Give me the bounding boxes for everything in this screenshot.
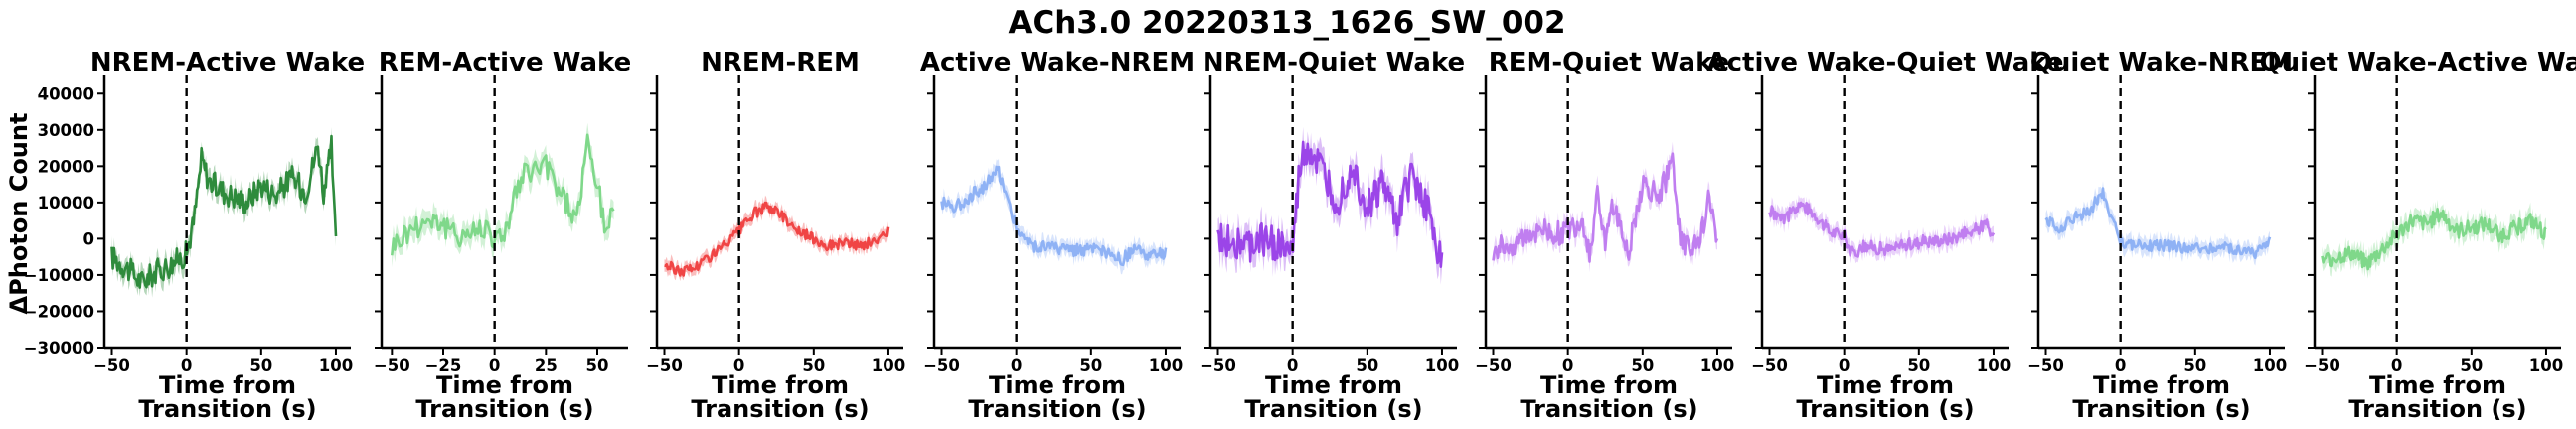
panel-title: Active Wake-NREM bbox=[920, 48, 1195, 77]
x-tick-label: 0 bbox=[1011, 357, 1022, 375]
x-tick-label: 100 bbox=[872, 357, 905, 375]
x-tick-label: 0 bbox=[2391, 357, 2402, 375]
x-tick-label: 0 bbox=[489, 357, 500, 375]
x-axis-label: Time from bbox=[2369, 371, 2506, 399]
x-axis-label: Transition (s) bbox=[1244, 395, 1422, 423]
x-tick-label: −50 bbox=[923, 357, 960, 375]
x-axis-label: Transition (s) bbox=[415, 395, 593, 423]
x-tick-label: 100 bbox=[2253, 357, 2287, 375]
x-tick-label: 25 bbox=[535, 357, 558, 375]
y-tick-label: 40000 bbox=[38, 84, 94, 103]
x-tick-label: 100 bbox=[319, 357, 353, 375]
panel-title: REM-Quiet Wake bbox=[1489, 48, 1730, 77]
error-band bbox=[111, 127, 336, 298]
mean-trace bbox=[110, 134, 338, 289]
mean-trace bbox=[664, 201, 890, 277]
y-tick-label: 20000 bbox=[38, 157, 94, 176]
x-tick-label: 50 bbox=[1907, 357, 1930, 375]
y-tick-label: 10000 bbox=[38, 194, 94, 213]
mean-trace bbox=[1216, 140, 1444, 269]
x-tick-label: 0 bbox=[1839, 357, 1850, 375]
x-tick-label: 0 bbox=[1287, 357, 1298, 375]
panel: Quiet Wake-Active Wake −50 0 50 100 Time from… bbox=[2260, 48, 2576, 423]
x-axis-label: Time from bbox=[1540, 371, 1678, 399]
y-tick-label: −10000 bbox=[24, 266, 94, 285]
x-axis-label: Transition (s) bbox=[691, 395, 869, 423]
panel-title: NREM-Active Wake bbox=[90, 48, 365, 77]
x-axis-label: Time from bbox=[2093, 371, 2230, 399]
panel: Quiet Wake-NREM −50 0 50 100 Time fromTransit… bbox=[2027, 48, 2293, 423]
x-tick-label: 50 bbox=[586, 357, 609, 375]
x-tick-label: 100 bbox=[1977, 357, 2011, 375]
x-tick-label: 0 bbox=[181, 357, 192, 375]
panel-title: NREM-Quiet Wake bbox=[1203, 48, 1465, 77]
x-tick-label: 100 bbox=[1700, 357, 1734, 375]
x-tick-label: −50 bbox=[646, 357, 683, 375]
x-tick-label: 0 bbox=[733, 357, 744, 375]
x-axis-label: Transition (s) bbox=[2072, 395, 2250, 423]
panel: REM-Active Wake −50 −25 0 25 50 Time fromTrans… bbox=[374, 48, 631, 423]
error-band bbox=[664, 195, 888, 282]
panel: NREM-Active Wake −30000 −20000 −10000 0 10000… bbox=[24, 48, 365, 423]
x-tick-label: 0 bbox=[2115, 357, 2126, 375]
x-tick-label: 50 bbox=[2460, 357, 2483, 375]
x-tick-label: −50 bbox=[2304, 357, 2340, 375]
x-tick-label: 50 bbox=[2183, 357, 2206, 375]
x-tick-label: −50 bbox=[1751, 357, 1788, 375]
x-tick-label: 50 bbox=[1631, 357, 1654, 375]
mean-trace bbox=[391, 133, 615, 256]
x-tick-label: 100 bbox=[1425, 357, 1459, 375]
error-band bbox=[2045, 181, 2270, 266]
y-tick-label: 30000 bbox=[38, 121, 94, 140]
x-axis-label: Time from bbox=[989, 371, 1126, 399]
x-tick-label: 100 bbox=[1149, 357, 1183, 375]
y-tick-label: −30000 bbox=[24, 339, 94, 358]
x-tick-label: −50 bbox=[1200, 357, 1236, 375]
panel-title: Active Wake-Quiet Wake bbox=[1707, 48, 2064, 77]
x-axis-label: Transition (s) bbox=[1796, 395, 1974, 423]
panels: NREM-Active Wake−30000−20000−10000010000… bbox=[24, 48, 2576, 423]
x-axis-label: Time from bbox=[1265, 371, 1402, 399]
x-tick-label: 0 bbox=[1562, 357, 1573, 375]
panel-title: Quiet Wake-Active Wake bbox=[2260, 48, 2576, 77]
x-axis-label: Transition (s) bbox=[2348, 395, 2526, 423]
x-tick-label: −50 bbox=[374, 357, 410, 375]
y-axis-label: ΔPhoton Count bbox=[5, 113, 33, 315]
panel-title: NREM-REM bbox=[701, 48, 860, 77]
y-tick-label: 0 bbox=[83, 229, 94, 248]
x-tick-label: 50 bbox=[249, 357, 272, 375]
x-tick-label: 50 bbox=[1079, 357, 1102, 375]
y-tick-label: −20000 bbox=[24, 302, 94, 321]
mean-trace bbox=[1768, 201, 1996, 258]
x-tick-label: −50 bbox=[2027, 357, 2064, 375]
figure-title: ACh3.0 20220313_1626_SW_002 bbox=[1008, 5, 1565, 41]
x-axis-label: Time from bbox=[1817, 371, 1954, 399]
mean-trace bbox=[2321, 208, 2547, 271]
mean-trace bbox=[2044, 187, 2272, 260]
x-axis-label: Transition (s) bbox=[1520, 395, 1697, 423]
x-axis-label: Transition (s) bbox=[138, 395, 316, 423]
error-band bbox=[941, 158, 1166, 275]
panel: REM-Quiet Wake −50 0 50 100 Time fromTransiti… bbox=[1475, 48, 1734, 423]
x-axis-label: Transition (s) bbox=[968, 395, 1146, 423]
mean-trace bbox=[1492, 152, 1719, 263]
x-tick-label: −50 bbox=[1475, 357, 1512, 375]
x-axis-label: Time from bbox=[436, 371, 573, 399]
panel-title: REM-Active Wake bbox=[379, 48, 631, 77]
mean-trace bbox=[940, 165, 1168, 267]
x-axis-label: Time from bbox=[712, 371, 849, 399]
x-tick-label: 100 bbox=[2529, 357, 2563, 375]
x-tick-label: 50 bbox=[802, 357, 825, 375]
panel-title: Quiet Wake-NREM bbox=[2030, 48, 2293, 77]
x-tick-label: 50 bbox=[1356, 357, 1378, 375]
panel: Active Wake-Quiet Wake −50 0 50 100 Time from… bbox=[1707, 48, 2064, 423]
x-tick-label: −50 bbox=[93, 357, 130, 375]
panel: Active Wake-NREM −50 0 50 100 Time fromTransi… bbox=[920, 48, 1195, 423]
panel: NREM-Quiet Wake −50 0 50 100 Time fromTransit… bbox=[1200, 48, 1465, 423]
x-tick-label: −25 bbox=[425, 357, 462, 375]
x-axis-label: Time from bbox=[159, 371, 296, 399]
